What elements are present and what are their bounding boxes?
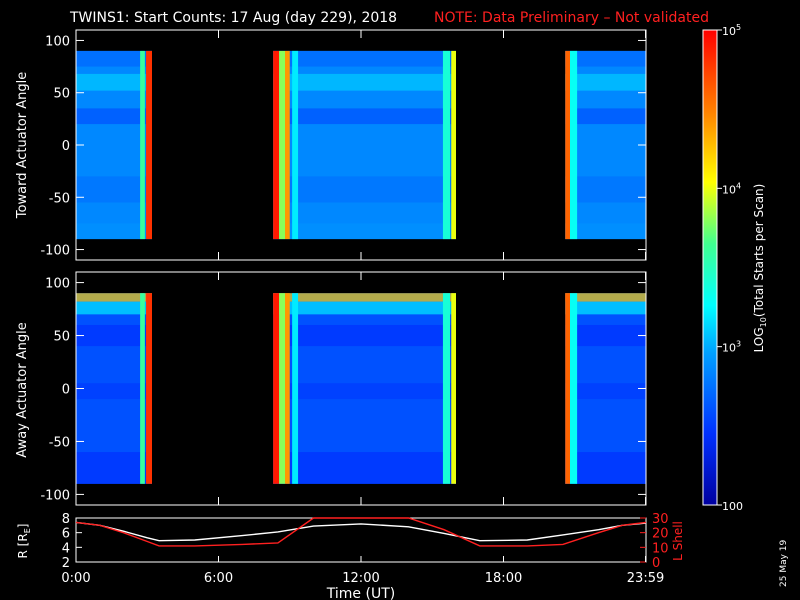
angle-band	[565, 50, 646, 67]
x-tick-label: 6:00	[204, 571, 233, 586]
lshell-ylabel: L Shell	[671, 521, 685, 561]
angle-band	[273, 301, 456, 315]
y-tick-label: -50	[49, 435, 70, 450]
away-ylabel: Away Actuator Angle	[15, 322, 30, 457]
x-tick-label: 23:59	[627, 571, 664, 586]
angle-band	[76, 293, 152, 302]
angle-band	[273, 452, 456, 484]
x-tick-label: 18:00	[485, 571, 522, 586]
away-heatmap-panel: -100 -50 0 50 100	[40, 271, 647, 506]
angle-band	[565, 452, 646, 484]
y-tick-label-right: 0	[652, 556, 660, 571]
angle-band	[565, 301, 646, 315]
angle-band	[273, 383, 456, 400]
time-stripe	[285, 293, 290, 484]
y-tick-label: 100	[45, 277, 70, 292]
time-stripe	[565, 293, 570, 484]
angle-band	[273, 176, 456, 203]
lshell-line	[75, 517, 647, 547]
time-stripe	[451, 293, 456, 484]
time-stripe	[292, 293, 299, 484]
y-tick-label: 0	[62, 139, 70, 154]
angle-band	[76, 50, 152, 67]
time-stripe	[442, 293, 451, 484]
y-tick-label: 100	[45, 34, 70, 49]
time-stripe	[442, 50, 451, 240]
chart-title: TWINS1: Start Counts: 17 Aug (day 229), …	[69, 10, 397, 26]
angle-band	[565, 176, 646, 203]
angle-band	[76, 452, 152, 484]
angle-band	[565, 108, 646, 125]
time-axis-label: Time (UT)	[326, 586, 395, 600]
angle-band	[76, 324, 152, 347]
angle-band	[273, 50, 456, 67]
angle-band	[76, 176, 152, 203]
x-tick-label: 12:00	[342, 571, 379, 586]
data-blocks	[76, 293, 646, 484]
y-tick-label: -50	[49, 191, 70, 206]
preliminary-note: NOTE: Data Preliminary – Not validated	[434, 10, 709, 26]
time-stripe	[273, 293, 280, 484]
y-tick-label: 0	[62, 383, 70, 398]
y-tick-label: 2	[62, 556, 70, 571]
angle-band	[273, 73, 456, 91]
y-tick-label-right: 20	[652, 527, 669, 542]
angle-band	[76, 223, 152, 240]
y-tick-label: 6	[62, 527, 70, 542]
y-tick-label: -100	[40, 244, 70, 259]
radius-ylabel: R [RE]	[16, 524, 32, 559]
y-tick-label: 8	[62, 512, 70, 527]
radius-line	[75, 521, 647, 542]
y-tick-label: -100	[40, 488, 70, 503]
angle-band	[76, 383, 152, 400]
angle-band	[565, 293, 646, 302]
time-axis: 0:00 6:00 12:00 18:00 23:59	[61, 556, 664, 586]
time-stripe	[285, 50, 290, 240]
data-blocks	[76, 50, 646, 240]
time-stripe	[451, 50, 456, 240]
angle-band	[76, 108, 152, 125]
date-stamp: 25 May 19	[779, 539, 789, 587]
colorbar-tick-label: 100	[722, 500, 743, 513]
y-tick-label: 4	[62, 541, 70, 556]
y-tick-label: 50	[53, 87, 70, 102]
colorbar	[702, 29, 718, 506]
colorbar-tick-label: 105	[722, 23, 741, 38]
colorbar-label: LOG10(Total Starts per Scan)	[752, 184, 768, 353]
angle-band	[273, 108, 456, 125]
time-stripe	[140, 293, 145, 484]
time-stripe	[565, 50, 570, 240]
time-stripe	[292, 50, 299, 240]
time-stripe	[146, 50, 152, 240]
angle-band	[565, 383, 646, 400]
time-stripe	[140, 50, 145, 240]
toward-ylabel: Toward Actuator Angle	[15, 72, 30, 219]
colorbar-ticks: 105 104 103 100	[717, 23, 743, 513]
angle-band	[273, 223, 456, 240]
angle-band	[76, 301, 152, 315]
x-tick-label: 0:00	[61, 571, 90, 586]
colorbar-tick-label: 104	[722, 181, 741, 196]
time-stripe	[570, 293, 578, 484]
colorbar-tick-label: 103	[722, 340, 741, 355]
time-stripe	[279, 50, 285, 240]
y-tick-label-right: 10	[652, 541, 669, 556]
angle-band	[565, 324, 646, 347]
time-stripe	[273, 50, 280, 240]
toward-heatmap-panel: -100 -50 0 50 100	[40, 29, 647, 261]
angle-band	[273, 293, 456, 302]
time-stripe	[279, 293, 285, 484]
y-tick-label-right: 30	[652, 512, 669, 527]
time-stripe	[146, 293, 152, 484]
angle-band	[565, 73, 646, 91]
angle-band	[273, 324, 456, 347]
angle-band	[565, 223, 646, 240]
angle-band	[76, 73, 152, 91]
y-tick-label: 50	[53, 330, 70, 345]
time-stripe	[570, 50, 578, 240]
